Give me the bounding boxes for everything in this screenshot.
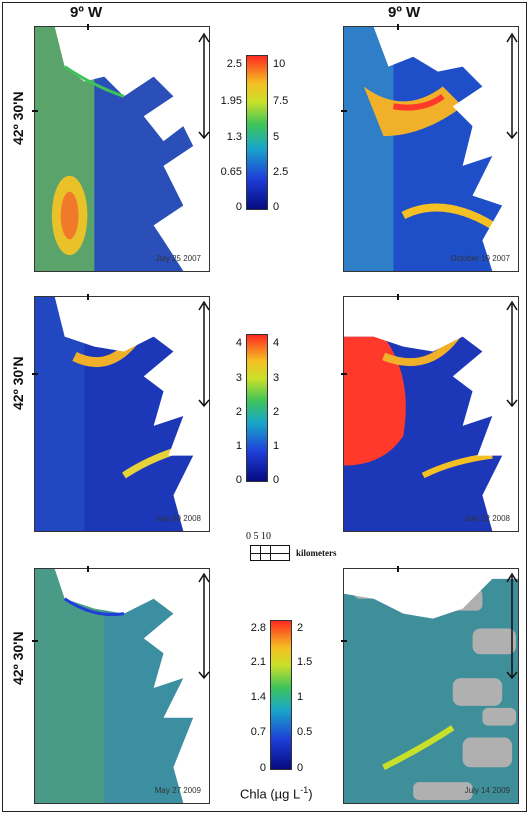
colorbar-2009 [270, 620, 292, 770]
cb3-right-4: 0 [297, 762, 304, 774]
lon-tick [397, 24, 399, 30]
cb1-right-3: 2.5 [273, 166, 289, 178]
cb2-right-0: 4 [273, 337, 280, 349]
lat-tick [32, 110, 38, 112]
north-arrow-icon [506, 32, 518, 140]
lon-tick [87, 24, 89, 30]
cb3-right-0: 2 [297, 622, 304, 634]
north-arrow-icon [506, 300, 518, 408]
map-panel-october-2007: October 19 2007 [343, 26, 519, 272]
units-label: Chla (µg L-1) [240, 785, 313, 802]
date-label: October 19 2007 [450, 254, 510, 263]
lat-tick [32, 373, 38, 375]
cb1-left-3: 0.65 [220, 166, 242, 178]
lon-tick [87, 566, 89, 572]
cb1-right-0: 10 [273, 58, 286, 70]
lat-tick [341, 110, 347, 112]
cb2-left-4: 0 [235, 474, 242, 486]
map-panel-july-2008b: July 22 2008 [343, 296, 519, 532]
cb2-left-2: 2 [235, 406, 242, 418]
map-panel-july-2008a: July 09 2008 [34, 296, 210, 532]
date-label: July 22 2008 [464, 514, 510, 523]
cb2-right-4: 0 [273, 474, 280, 486]
latitude-label-row2: 42º 30'N [10, 356, 26, 410]
longitude-label-right: 9º W [388, 4, 421, 21]
map-panel-july-2007: July 25 2007 [34, 26, 210, 272]
cb3-left-2: 1.4 [250, 691, 266, 703]
north-arrow-icon [506, 572, 518, 680]
lat-tick [32, 640, 38, 642]
scalebar-graphic [250, 545, 290, 561]
date-label: May 27 2009 [154, 786, 201, 795]
cb3-left-0: 2.8 [250, 622, 266, 634]
cb1-right-4: 0 [273, 201, 280, 213]
cb3-right-1: 1.5 [297, 656, 313, 668]
cb1-left-1: 1.95 [220, 95, 242, 107]
lon-tick [397, 566, 399, 572]
north-arrow-icon [198, 300, 210, 408]
lon-tick [87, 294, 89, 300]
cb2-left-3: 1 [235, 440, 242, 452]
lon-tick [397, 294, 399, 300]
cb2-left-1: 3 [235, 372, 242, 384]
cb3-right-2: 1 [297, 691, 304, 703]
cb2-right-3: 1 [273, 440, 280, 452]
cb2-left-0: 4 [235, 337, 242, 349]
cb3-right-3: 0.5 [297, 726, 313, 738]
date-label: July 09 2008 [155, 514, 201, 523]
scalebar-ticks: 0 5 10 [246, 531, 271, 542]
cb1-left-4: 0 [235, 201, 242, 213]
latitude-label-row1: 42º 30'N [10, 91, 26, 145]
cb3-left-4: 0 [259, 762, 266, 774]
colorbar-2008 [246, 334, 268, 482]
map-panel-july-2009: July 14 2009 [343, 568, 519, 804]
date-label: July 14 2009 [464, 786, 510, 795]
cb2-right-2: 2 [273, 406, 280, 418]
lat-tick [341, 640, 347, 642]
cb1-left-2: 1.3 [226, 131, 242, 143]
north-arrow-icon [198, 32, 210, 140]
cb1-right-1: 7.5 [273, 95, 289, 107]
date-label: July 25 2007 [155, 254, 201, 263]
cb3-left-1: 2.1 [250, 656, 266, 668]
scalebar-unit: kilometers [296, 548, 337, 558]
cb1-left-0: 2.5 [226, 58, 242, 70]
cb1-right-2: 5 [273, 131, 280, 143]
latitude-label-row3: 42º 30'N [10, 631, 26, 685]
lat-tick [341, 373, 347, 375]
cb3-left-3: 0.7 [250, 726, 266, 738]
longitude-label-left: 9º W [70, 4, 103, 21]
cb2-right-1: 3 [273, 372, 280, 384]
colorbar-2007 [246, 55, 268, 210]
map-panel-may-2009: May 27 2009 [34, 568, 210, 804]
north-arrow-icon [198, 572, 210, 680]
